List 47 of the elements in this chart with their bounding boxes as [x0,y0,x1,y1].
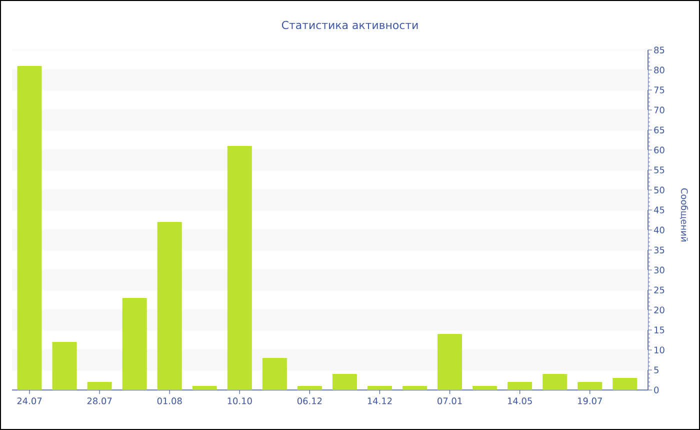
y-tick-label: 10 [654,346,664,354]
bar [122,298,147,390]
x-tick-label: 24.07 [17,398,42,404]
x-tick-label: 28.07 [87,398,112,404]
bar [297,386,322,390]
bar [227,146,252,390]
x-tick-label: 06.12 [297,398,322,404]
y-tick-label: 50 [654,186,664,194]
bar [542,374,568,390]
y-tick-label: 70 [654,106,664,114]
y-tick-label: 0 [654,386,659,394]
y-axis-title: Сообщений [680,188,688,242]
y-tick-label: 75 [654,86,664,94]
x-tick-label: 19.07 [578,398,602,404]
y-tick-label: 55 [654,166,664,174]
bar [578,382,602,390]
y-tick-label: 35 [654,246,664,254]
bar [402,386,428,390]
bar [612,378,638,390]
chart-title: Статистика активности [282,20,418,30]
y-tick-label: 40 [654,226,664,234]
y-tick-label: 60 [654,146,664,154]
x-tick-label: 14.12 [368,398,392,404]
x-tick-label: 07.01 [438,398,462,404]
y-tick-label: 15 [654,326,664,334]
y-tick-label: 25 [654,286,664,294]
bar [332,374,357,390]
bar [472,386,498,390]
y-tick-label: 20 [654,306,664,314]
bar [52,342,77,390]
y-tick-label: 65 [654,126,664,134]
bar [438,334,462,390]
y-tick-label: 80 [654,66,664,74]
x-tick-label: 14.05 [508,398,532,404]
y-tick-label: 85 [654,46,664,54]
y-tick-label: 45 [654,206,664,214]
bar [17,66,42,390]
x-tick-label: 01.08 [157,398,182,404]
bar [508,382,532,390]
x-tick-label: 10.10 [228,398,252,404]
y-tick-label: 30 [654,266,664,274]
bar [157,222,182,390]
bar [367,386,392,390]
bar [262,358,287,390]
y-tick-label: 5 [654,366,658,374]
bar [87,382,112,390]
bar [192,386,217,390]
